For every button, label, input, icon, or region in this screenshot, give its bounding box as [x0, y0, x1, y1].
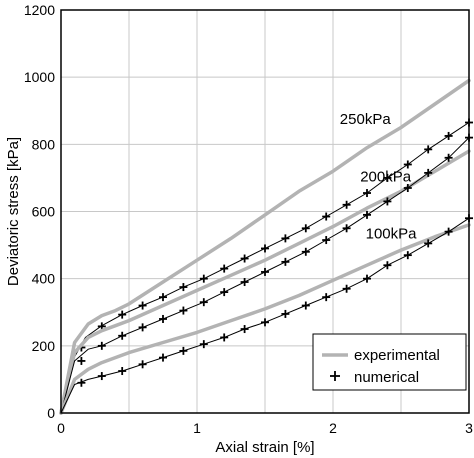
- numerical-marker-200kpa: [261, 267, 269, 276]
- numerical-marker-250kpa: [138, 301, 147, 310]
- numerical-marker-100kpa: [281, 309, 290, 318]
- numerical-marker-250kpa: [383, 173, 392, 182]
- numerical-marker-200kpa: [301, 247, 310, 256]
- numerical-marker-250kpa: [179, 283, 188, 292]
- grid: [61, 10, 469, 413]
- experimental-line-200kpa: [59, 149, 471, 415]
- label-250kpa: 250kPa: [340, 111, 392, 128]
- legend-box: [312, 333, 467, 391]
- numerical-marker-200kpa: [179, 306, 188, 315]
- numerical-marker-250kpa: [424, 145, 433, 154]
- numerical-marker-100kpa: [97, 372, 106, 381]
- numerical-marker-200kpa: [403, 183, 412, 192]
- x-tick-label: 2: [329, 420, 337, 436]
- numerical-marker-250kpa: [240, 254, 249, 263]
- y-tick-label: 800: [32, 136, 56, 152]
- experimental-line-250kpa: [59, 78, 471, 415]
- x-tick-label: 1: [193, 420, 201, 436]
- numerical-marker-100kpa: [444, 227, 453, 236]
- numerical-line-200kpa: [60, 137, 470, 414]
- numerical-line-250kpa: [60, 122, 470, 414]
- series-labels: 250kPa 200kPa 100kPa: [340, 111, 417, 242]
- numerical-marker-250kpa: [159, 293, 167, 302]
- numerical-marker-200kpa: [342, 224, 351, 233]
- numerical-marker-250kpa: [322, 212, 331, 221]
- legend-numerical-label: numerical: [354, 369, 419, 386]
- numerical-marker-250kpa: [261, 244, 269, 253]
- numerical-marker-100kpa: [424, 239, 433, 248]
- numerical-marker-100kpa: [159, 353, 167, 362]
- numerical-marker-100kpa: [77, 378, 86, 387]
- numerical-marker-200kpa: [220, 288, 229, 297]
- y-tick-label: 400: [32, 271, 56, 287]
- y-tick-label: 600: [32, 204, 56, 220]
- numerical-marker-100kpa: [118, 367, 127, 376]
- y-tick-label: 1200: [24, 2, 55, 18]
- legend-experimental-label: experimental: [354, 347, 440, 364]
- x-axis-title: Axial strain [%]: [215, 439, 314, 456]
- numerical-marker-200kpa: [240, 278, 249, 287]
- numerical-marker-200kpa: [424, 168, 433, 177]
- x-tick-label: 0: [57, 420, 65, 436]
- numerical-marker-200kpa: [138, 323, 147, 332]
- series-group: [59, 78, 473, 415]
- numerical-marker-200kpa: [363, 210, 371, 219]
- numerical-marker-100kpa: [220, 333, 229, 342]
- experimental-line-100kpa: [59, 223, 471, 415]
- numerical-marker-250kpa: [403, 160, 412, 169]
- plot-frame: [60, 9, 470, 414]
- y-axis-title: Deviatoric stress [kPa]: [5, 137, 22, 286]
- numerical-marker-100kpa: [199, 340, 208, 349]
- numerical-marker-100kpa: [403, 251, 412, 260]
- numerical-marker-250kpa: [220, 264, 229, 273]
- numerical-marker-200kpa: [159, 314, 167, 323]
- numerical-marker-250kpa: [301, 224, 310, 233]
- numerical-marker-100kpa: [363, 274, 371, 283]
- legend: experimental numerical: [312, 333, 467, 391]
- numerical-marker-100kpa: [138, 360, 147, 369]
- numerical-marker-100kpa: [322, 293, 331, 302]
- numerical-marker-200kpa: [199, 298, 208, 307]
- numerical-marker-200kpa: [118, 331, 127, 340]
- numerical-marker-100kpa: [301, 301, 310, 310]
- numerical-marker-100kpa: [383, 261, 392, 270]
- y-tick-label: 1000: [24, 69, 55, 85]
- numerical-marker-100kpa: [179, 346, 188, 355]
- numerical-marker-100kpa: [342, 284, 351, 293]
- axis-ticks: 0 1 2 3 0 200 400 600 800 1000 1200: [24, 2, 473, 436]
- y-tick-label: 200: [32, 338, 56, 354]
- label-100kpa: 100kPa: [366, 225, 418, 242]
- numerical-marker-250kpa: [342, 200, 351, 209]
- legend-numerical-swatch: [330, 371, 340, 381]
- label-200kpa: 200kPa: [360, 168, 412, 185]
- numerical-marker-250kpa: [199, 274, 208, 283]
- numerical-marker-200kpa: [444, 153, 453, 162]
- x-tick-label: 3: [465, 420, 473, 436]
- numerical-marker-200kpa: [322, 236, 331, 245]
- numerical-marker-100kpa: [240, 325, 249, 334]
- numerical-line-100kpa: [60, 217, 470, 414]
- y-tick-label: 0: [47, 405, 55, 421]
- numerical-marker-250kpa: [281, 234, 290, 243]
- numerical-marker-200kpa: [281, 257, 290, 266]
- numerical-marker-200kpa: [383, 197, 392, 206]
- numerical-marker-200kpa: [97, 341, 106, 350]
- numerical-marker-250kpa: [118, 310, 127, 319]
- numerical-marker-250kpa: [363, 189, 371, 198]
- numerical-marker-200kpa: [77, 356, 86, 365]
- legend-plus-marker: [330, 371, 340, 381]
- numerical-marker-250kpa: [444, 131, 453, 140]
- numerical-marker-100kpa: [261, 318, 269, 327]
